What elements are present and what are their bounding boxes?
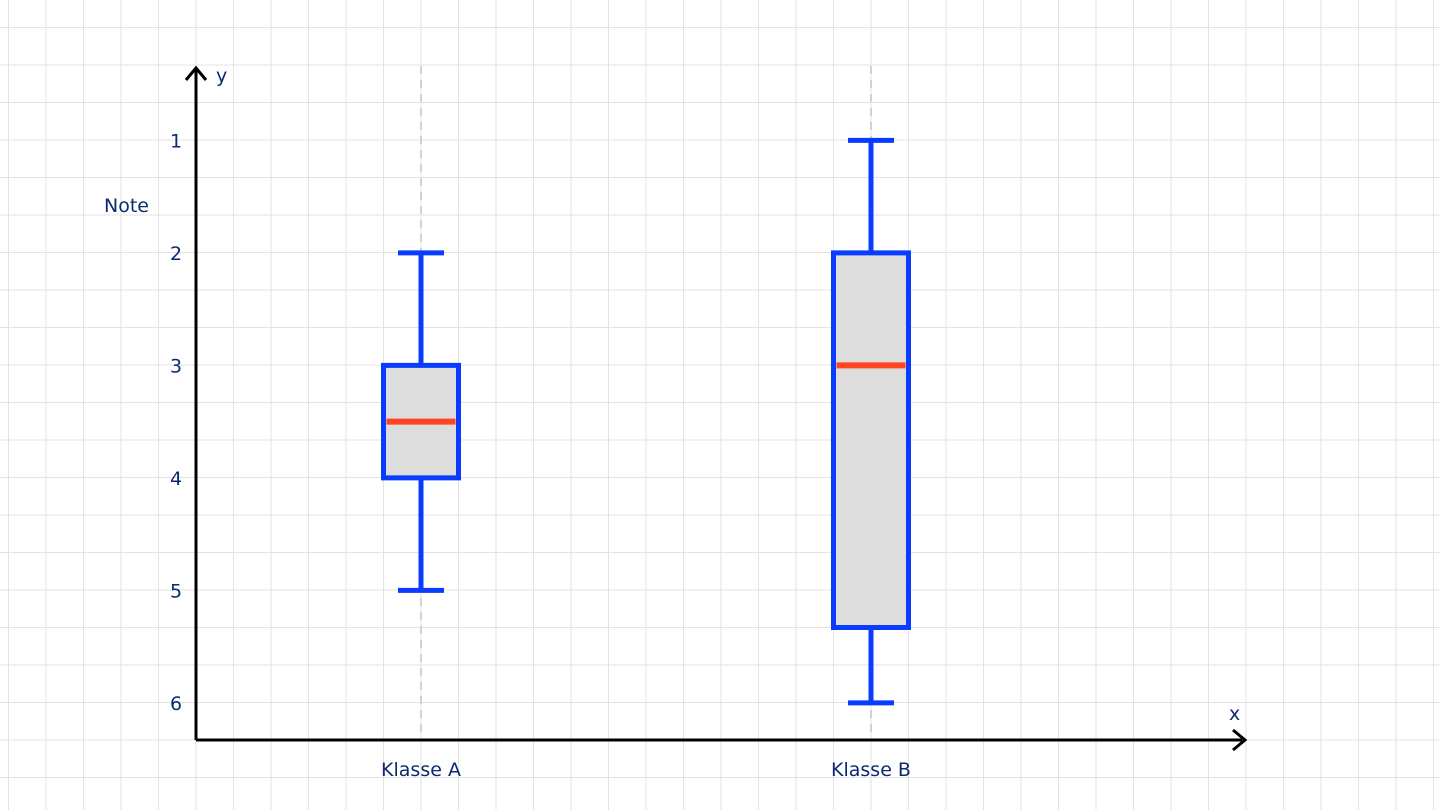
- x-axis-letter: x: [1229, 703, 1240, 725]
- y-axis-label: Note: [104, 195, 149, 217]
- x-axis-arrow: [1232, 728, 1248, 752]
- box-klasse-a: [381, 250, 461, 593]
- y-tick-label: 4: [170, 468, 182, 490]
- category-guides: [420, 66, 872, 738]
- y-axis-arrow: [184, 65, 208, 81]
- y-tick-label: 2: [170, 243, 182, 265]
- y-tick-labels: 1 2 3 4 5 6: [170, 130, 182, 715]
- y-tick-label: 5: [170, 580, 182, 602]
- iqr-box: [831, 250, 911, 630]
- y-tick-label: 6: [170, 693, 182, 715]
- x-tick-label: Klasse B: [831, 759, 911, 781]
- y-axis-letter: y: [216, 65, 227, 87]
- y-tick-label: 1: [170, 130, 182, 152]
- x-tick-label: Klasse A: [381, 759, 461, 781]
- boxes: [381, 137, 911, 706]
- y-tick-label: 3: [170, 355, 182, 377]
- box-klasse-b: [831, 137, 911, 706]
- x-tick-labels: Klasse A Klasse B: [381, 759, 911, 781]
- axes: y x Note: [104, 65, 1248, 752]
